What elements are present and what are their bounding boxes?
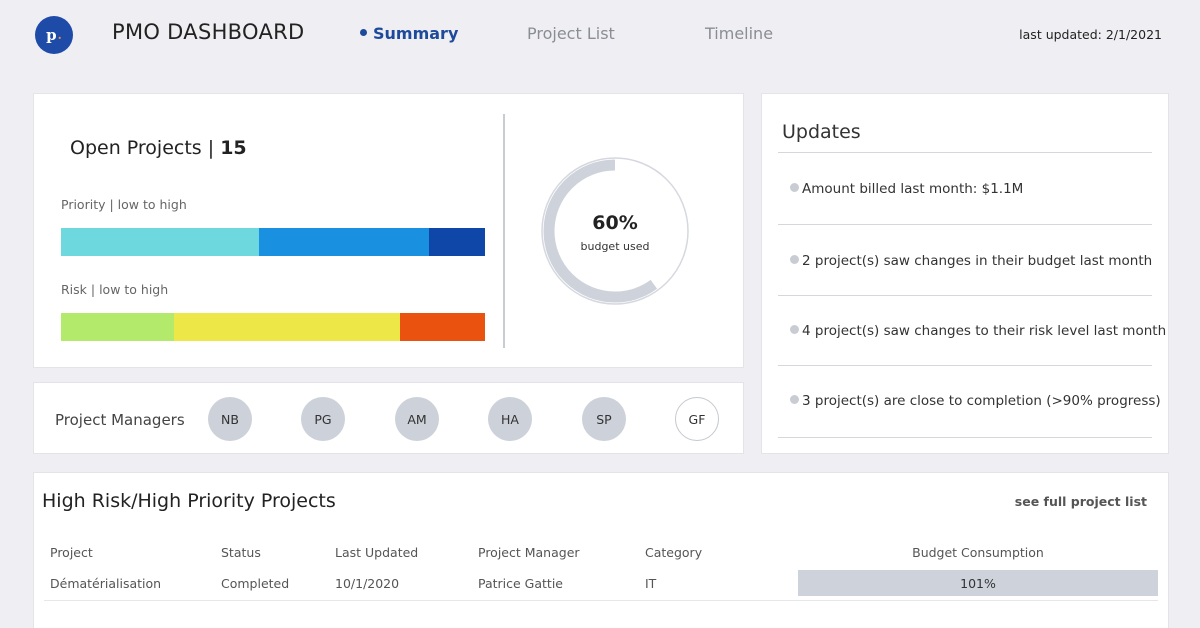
avatar-nb[interactable]: NB (208, 397, 252, 441)
priority-segment-medium[interactable] (259, 228, 429, 256)
column-header-status[interactable]: Status (221, 545, 261, 560)
updates-divider (778, 295, 1152, 296)
bullet-icon (790, 182, 799, 192)
updates-divider (778, 437, 1152, 438)
column-header-project[interactable]: Project (50, 545, 93, 560)
avatar-pg[interactable]: PG (301, 397, 345, 441)
priority-label: Priority | low to high (61, 197, 187, 212)
avatar-ha[interactable]: HA (488, 397, 532, 441)
open-projects-title: Open Projects | 15 (70, 137, 247, 159)
bullet-icon (790, 394, 799, 404)
last-updated-text: last updated: 2/1/2021 (1019, 27, 1162, 42)
open-projects-card: Open Projects | 15 Priority | low to hig… (33, 93, 744, 368)
bullet-icon (790, 324, 799, 334)
budget-donut[interactable] (540, 156, 690, 306)
logo-dot: . (57, 28, 62, 42)
updates-title: Updates (782, 121, 861, 143)
risk-bar[interactable] (61, 313, 485, 341)
column-header-budget-consumption[interactable]: Budget Consumption (912, 545, 1044, 560)
update-item: 2 project(s) saw changes in their budget… (790, 253, 1152, 269)
tab-timeline[interactable]: Timeline (705, 24, 774, 43)
priority-segment-low[interactable] (61, 228, 259, 256)
updates-divider (778, 365, 1152, 366)
bullet-icon (790, 254, 799, 264)
priority-bar[interactable] (61, 228, 485, 256)
tab-summary[interactable]: Summary (360, 24, 458, 43)
update-item: 3 project(s) are close to completion (>9… (790, 393, 1161, 409)
company-logo: p. (35, 16, 73, 54)
cell-status: Completed (221, 576, 290, 591)
column-header-category[interactable]: Category (645, 545, 703, 560)
avatar-am[interactable]: AM (395, 397, 439, 441)
card-divider (503, 114, 505, 348)
priority-segment-high[interactable] (428, 228, 485, 256)
update-item: Amount billed last month: $1.1M (790, 181, 1023, 197)
cell-last-updated: 10/1/2020 (335, 576, 400, 591)
risk-segment-low[interactable] (61, 313, 175, 341)
updates-divider (778, 224, 1152, 225)
page-title: PMO DASHBOARD (112, 20, 305, 44)
open-projects-count: 15 (220, 137, 247, 159)
cell-category: IT (645, 576, 657, 591)
open-projects-label: Open Projects | (70, 137, 215, 159)
project-managers-label: Project Managers (55, 411, 185, 429)
donut-outer-ring (541, 157, 689, 305)
donut-budget-arc (543, 159, 687, 303)
row-divider (44, 600, 1158, 601)
risk-segment-high[interactable] (400, 313, 485, 341)
avatar-sp[interactable]: SP (582, 397, 626, 441)
budget-caption: budget used (580, 240, 650, 253)
updates-divider (778, 152, 1152, 153)
budget-percent: 60% (592, 212, 638, 234)
project-managers-card: Project Managers NB PG AM HA SP GF (33, 382, 744, 454)
see-full-project-list-link[interactable]: see full project list (1014, 494, 1147, 509)
logo-letter: p (46, 26, 57, 44)
risk-segment-medium[interactable] (174, 313, 401, 341)
avatar-gf[interactable]: GF (675, 397, 719, 441)
high-risk-title: High Risk/High Priority Projects (42, 490, 336, 512)
column-header-project-manager[interactable]: Project Manager (478, 545, 580, 560)
update-item: 4 project(s) saw changes to their risk l… (790, 323, 1166, 339)
high-risk-card: High Risk/High Priority Projects see ful… (33, 472, 1169, 628)
cell-budget-consumption: 101% (798, 570, 1158, 596)
tab-project-list[interactable]: Project List (527, 24, 615, 43)
column-header-last-updated[interactable]: Last Updated (335, 545, 419, 560)
updates-card: Updates Amount billed last month: $1.1M … (761, 93, 1169, 454)
cell-project: Dématérialisation (50, 576, 162, 591)
risk-label: Risk | low to high (61, 282, 169, 297)
cell-project-manager: Patrice Gattie (478, 576, 563, 591)
